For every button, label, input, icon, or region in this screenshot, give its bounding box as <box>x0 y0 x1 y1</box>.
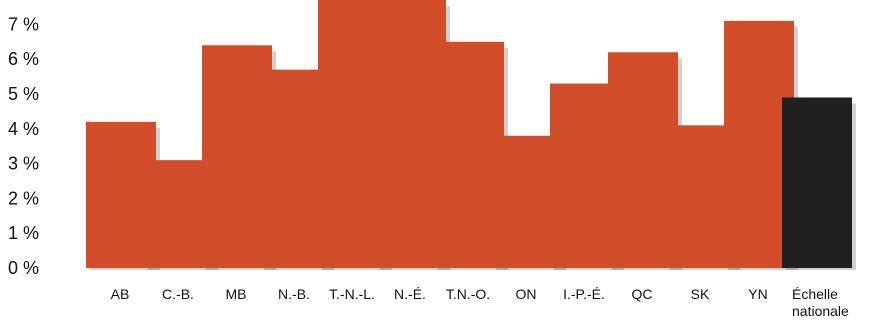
x-tick-label: QC <box>632 286 653 302</box>
x-axis: AB C.-B. MB N.-B. T.-N.-L. N.-É. T.N.-O. ON I.-P… <box>111 286 849 319</box>
y-tick-label: 2 % <box>8 188 39 208</box>
x-tick-label: N.-É. <box>394 286 426 302</box>
x-tick-label: T.N.-O. <box>446 286 490 302</box>
y-tick-label: 3 % <box>8 154 39 174</box>
y-tick-label: 5 % <box>8 84 39 104</box>
bar-national <box>782 97 852 268</box>
x-tick-label: T.-N.-L. <box>329 286 375 302</box>
x-tick-label: N.-B. <box>278 286 310 302</box>
x-tick-label: AB <box>111 286 130 302</box>
y-tick-label: 7 % <box>8 14 39 34</box>
y-axis: 0 % 1 % 2 % 3 % 4 % 5 % 6 % 7 % <box>8 14 39 278</box>
x-tick-label: MB <box>226 286 247 302</box>
y-tick-label: 4 % <box>8 119 39 139</box>
x-tick-label: ON <box>516 286 537 302</box>
x-tick-label: Échelle nationale <box>792 286 849 319</box>
x-tick-label: SK <box>691 286 710 302</box>
y-tick-label: 6 % <box>8 49 39 69</box>
x-tick-label: I.-P.-É. <box>563 286 605 302</box>
bars <box>86 0 856 271</box>
y-tick-label: 0 % <box>8 258 39 278</box>
x-tick-label: C.-B. <box>162 286 194 302</box>
y-tick-label: 1 % <box>8 223 39 243</box>
x-tick-label: YN <box>748 286 767 302</box>
